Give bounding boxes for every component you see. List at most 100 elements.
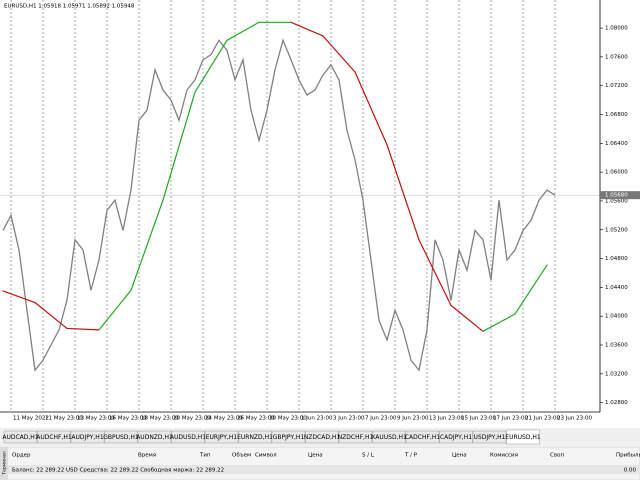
tab-label[interactable]: EURJPY,H1: [206, 434, 238, 441]
x-tick-label: 23 Jun 23:00: [557, 416, 592, 422]
y-tick-label: 1.05200: [605, 227, 628, 233]
x-tick-label: 21 Jun 23:00: [525, 416, 560, 422]
tab-label[interactable]: GBPUSD,H1: [103, 434, 139, 441]
moving-average-segment: [322, 35, 356, 73]
moving-average-segment: [162, 91, 196, 201]
moving-average-segment: [418, 239, 452, 306]
chart-title: EURUSD,H1 1.05918 1.05971 1.05892 1.0594…: [4, 4, 135, 10]
y-tick-label: 1.04800: [605, 256, 628, 262]
y-tick-label: 1.04400: [605, 285, 628, 291]
tab-label[interactable]: AUDJPY,H1: [71, 434, 103, 441]
chart-area: [0, 0, 603, 412]
column-header: Своп: [550, 453, 564, 459]
y-tick-label: 1.05600: [605, 198, 628, 204]
tab[interactable]: [338, 430, 373, 444]
moving-average-segment: [194, 39, 228, 93]
profit-total: 0.00: [624, 468, 637, 474]
column-header: Цена: [308, 453, 323, 459]
y-tick-label: 1.06400: [605, 141, 628, 147]
x-tick-label: 30 May 23:00: [269, 416, 307, 422]
tab-label[interactable]: GBPJPY,H1: [273, 434, 305, 441]
tab[interactable]: [439, 430, 473, 444]
tab[interactable]: [37, 430, 71, 444]
column-header: T / P: [404, 453, 418, 459]
tab-label[interactable]: EURNZD,H1: [237, 434, 273, 441]
column-header: Тип: [199, 453, 211, 459]
tab-label[interactable]: NZDCHF,H1: [338, 434, 374, 441]
moving-average-segment: [482, 313, 516, 332]
tab[interactable]: [3, 430, 38, 444]
tab-label[interactable]: CADCHF,H1: [405, 434, 440, 441]
tab[interactable]: [137, 430, 172, 444]
balance-text: Баланс: 22 289.22 USD Средства: 22 289.2…: [12, 468, 224, 474]
x-tick-label: 26 May 23:00: [237, 416, 275, 422]
x-tick-label: 17 Jun 23:00: [493, 416, 528, 422]
last-price-label: 1.05680: [605, 193, 628, 199]
price-line: [2, 38, 556, 372]
tab-label[interactable]: AUDCHF,H1: [36, 434, 72, 441]
tab-label[interactable]: CADJPY,H1: [440, 434, 472, 441]
x-tick-label: 20 May 23:00: [173, 416, 211, 422]
x-tick-label: 13 Jun 23:00: [429, 416, 464, 422]
moving-average-segment: [354, 71, 388, 146]
tab[interactable]: [238, 430, 272, 444]
x-tick-label: 11 May 2022: [13, 416, 49, 422]
moving-average-segment: [386, 144, 420, 241]
x-tick-label: 16 May 23:00: [109, 416, 147, 422]
x-tick-label: 3 Jun 23:00: [333, 416, 365, 422]
y-tick-label: 1.03600: [605, 343, 628, 349]
x-tick-label: 13 May 23:00: [77, 416, 115, 422]
tab-label[interactable]: EURUSD,H1: [505, 434, 541, 441]
y-tick-label: 1.04000: [605, 314, 628, 320]
x-tick-label: 7 Jun 23:00: [365, 416, 397, 422]
column-header: Время: [138, 453, 156, 459]
x-tick-label: 15 Jun 23:00: [461, 416, 496, 422]
tab[interactable]: [104, 430, 138, 444]
x-tick-label: 11 May 23:00: [45, 416, 83, 422]
column-header: Объем: [232, 453, 251, 459]
terminal-side-bar: [0, 447, 8, 480]
tab[interactable]: [171, 430, 205, 444]
x-tick-label: 18 May 23:00: [141, 416, 179, 422]
tab[interactable]: [472, 430, 507, 444]
tab[interactable]: [506, 429, 540, 445]
column-header: Прибыль: [616, 453, 640, 459]
column-header: Цена: [452, 453, 467, 459]
moving-average-segment: [130, 199, 164, 291]
y-tick-label: 1.03200: [605, 371, 628, 377]
tab[interactable]: [372, 430, 406, 444]
tab[interactable]: [271, 430, 306, 444]
tab[interactable]: [405, 430, 440, 444]
terminal-panel: [0, 446, 640, 481]
y-tick-label: 1.07600: [605, 54, 628, 60]
x-tick-label: 24 May 23:00: [205, 416, 243, 422]
moving-average-segment: [66, 327, 100, 331]
column-header: Комиссия: [490, 453, 518, 459]
tab-label[interactable]: USDJPY,H1: [474, 434, 506, 441]
tab[interactable]: [70, 430, 105, 444]
x-tick-label: 1 Jun 23:00: [301, 416, 333, 422]
tab-label[interactable]: AUDCAD,H1: [2, 434, 38, 441]
column-header: Ордер: [12, 453, 31, 459]
terminal-side-label: Терминал: [2, 451, 8, 475]
y-tick-label: 1.07200: [605, 83, 628, 89]
column-header: S / L: [362, 453, 375, 459]
tab-label[interactable]: AUDUSD,H1: [170, 434, 206, 441]
tab[interactable]: [204, 430, 239, 444]
y-tick-label: 1.06800: [605, 112, 628, 118]
moving-average-segment: [2, 290, 36, 304]
moving-average-segment: [226, 21, 260, 41]
moving-average-segment: [98, 289, 132, 331]
last-price-box: [600, 191, 640, 200]
column-header: Символ: [255, 453, 277, 459]
x-tick-label: 9 Jun 23:00: [397, 416, 429, 422]
tab-label[interactable]: XAUUSD,H1: [371, 434, 407, 441]
moving-average-segment: [450, 304, 484, 332]
y-tick-label: 1.08000: [605, 26, 628, 32]
y-tick-label: 1.02800: [605, 400, 628, 406]
tab[interactable]: [305, 430, 339, 444]
tab-label[interactable]: NZDCAD,H1: [304, 434, 341, 441]
tab-label[interactable]: AUDNZD,H1: [136, 434, 173, 441]
